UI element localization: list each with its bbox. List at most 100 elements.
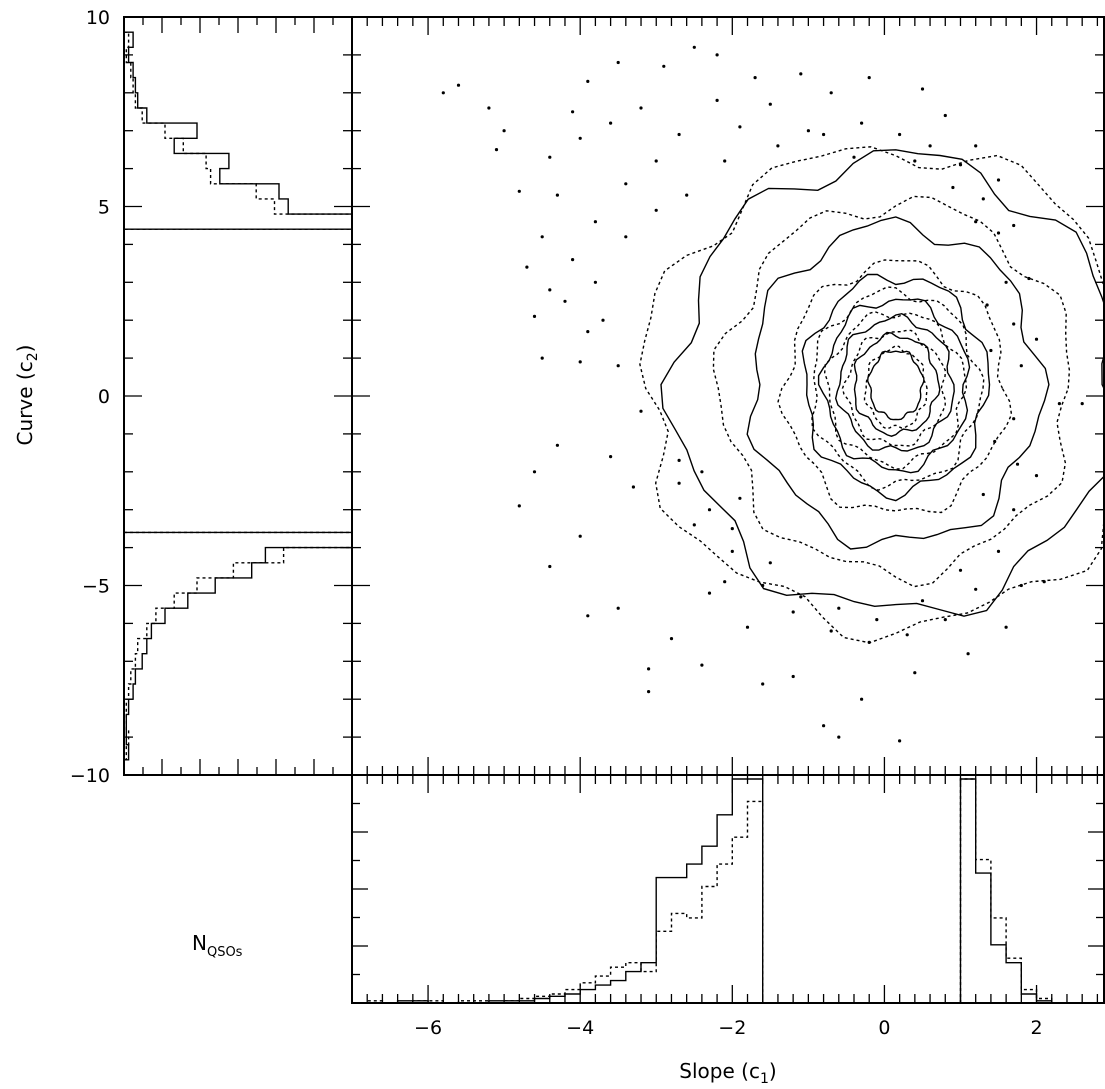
scatter-point bbox=[981, 197, 985, 201]
scatter-point bbox=[860, 121, 864, 125]
scatter-point bbox=[1012, 322, 1016, 326]
contour-dotted-6 bbox=[639, 146, 1105, 644]
x-tick-label: −6 bbox=[414, 1017, 442, 1039]
scatter-point bbox=[730, 549, 734, 554]
scatter-point bbox=[624, 182, 628, 186]
scatter-point bbox=[1012, 417, 1016, 421]
scatter-point bbox=[578, 534, 582, 538]
scatter-point bbox=[571, 110, 575, 114]
scatter-point bbox=[875, 618, 879, 622]
scatter-point bbox=[624, 235, 628, 239]
scatter-point bbox=[1004, 280, 1008, 284]
scatter-point bbox=[1019, 583, 1023, 588]
scatter-point bbox=[1080, 402, 1084, 406]
x-tick-label: 2 bbox=[1030, 1017, 1042, 1039]
scatter-point bbox=[974, 587, 978, 591]
x-tick-label: −2 bbox=[718, 1017, 746, 1039]
scatter-point bbox=[730, 527, 734, 531]
slope-histogram-solid bbox=[352, 778, 1053, 1004]
scatter-point bbox=[974, 220, 978, 224]
scatter-point bbox=[517, 189, 521, 193]
x-tick-label: 0 bbox=[878, 1017, 890, 1039]
scatter-point bbox=[867, 640, 871, 645]
scatter-point bbox=[563, 299, 567, 303]
scatter-point bbox=[1034, 337, 1039, 341]
scatter-point bbox=[799, 72, 803, 76]
scatter-point bbox=[593, 280, 598, 284]
curve-histogram-panel: 10 5 0 −5 −10 bbox=[70, 7, 353, 787]
scatter-point bbox=[578, 136, 582, 140]
scatter-point bbox=[822, 132, 826, 137]
scatter-point bbox=[616, 60, 620, 65]
scatter-point bbox=[989, 348, 993, 353]
axis-labels: Curve (c2) Slope (c1) NQSOs bbox=[13, 345, 777, 1087]
scatter-point bbox=[532, 470, 537, 474]
scatter-point bbox=[985, 303, 989, 307]
scatter-point bbox=[609, 121, 613, 125]
scatter-point bbox=[776, 144, 780, 148]
scatter-point bbox=[799, 595, 803, 599]
scatter-point bbox=[487, 106, 491, 110]
scatter-point bbox=[745, 625, 750, 629]
contour-dotted-4 bbox=[777, 259, 1013, 514]
scatter-point bbox=[1012, 508, 1016, 512]
scatter-point bbox=[540, 235, 544, 239]
contour-solid-6 bbox=[660, 149, 1105, 617]
scatter-point bbox=[1027, 276, 1031, 281]
scatter-point bbox=[715, 98, 719, 102]
scatter-point bbox=[829, 91, 833, 95]
slope-histogram-panel: −6 −4 −2 0 2 bbox=[351, 774, 1105, 1039]
contour-dotted-3 bbox=[811, 286, 985, 491]
left-frame bbox=[123, 16, 353, 776]
scatter-point bbox=[1034, 474, 1039, 478]
scatter-point bbox=[738, 496, 742, 500]
y-tick-label: 0 bbox=[98, 386, 110, 408]
scatter-point bbox=[700, 663, 704, 667]
scatter-point bbox=[700, 470, 704, 474]
scatter-point bbox=[768, 102, 772, 106]
scatter-point bbox=[852, 155, 856, 159]
scatter-point bbox=[860, 697, 864, 701]
scatter-point bbox=[943, 113, 947, 118]
scatter-point bbox=[525, 265, 529, 269]
scatter-point bbox=[647, 667, 651, 671]
scatter-point bbox=[502, 129, 506, 133]
slope-histogram-dotted bbox=[352, 778, 1053, 1004]
x-tick-label: −4 bbox=[566, 1017, 594, 1039]
scatter-point bbox=[913, 671, 917, 675]
scatter-point bbox=[548, 564, 552, 569]
scatter-point bbox=[639, 409, 643, 413]
scatter-point bbox=[692, 523, 696, 527]
scatter-point bbox=[631, 485, 636, 489]
scatter-point bbox=[943, 618, 947, 622]
scatter-point bbox=[707, 508, 712, 512]
curve-histogram-solid bbox=[123, 31, 353, 775]
y-tick-label: −5 bbox=[82, 576, 110, 598]
scatter-point bbox=[456, 83, 461, 87]
scatter-point bbox=[768, 561, 772, 565]
scatter-point bbox=[593, 220, 598, 224]
scatter-point bbox=[791, 610, 795, 614]
scatter-point bbox=[996, 231, 1001, 235]
scatter-point bbox=[677, 458, 681, 462]
scatter-point bbox=[867, 76, 871, 80]
scatter-point bbox=[1042, 580, 1046, 584]
scatter-point bbox=[555, 443, 560, 447]
scatter-point bbox=[669, 637, 674, 641]
contour-solid-3 bbox=[817, 298, 971, 474]
x-axis-label: Slope (c1) bbox=[679, 1059, 776, 1085]
scatter-point bbox=[441, 91, 445, 95]
scatter-point bbox=[920, 87, 925, 91]
scatter-point bbox=[647, 690, 651, 694]
scatter-point bbox=[822, 724, 826, 728]
scatter-point bbox=[723, 159, 727, 163]
scatter-point bbox=[958, 568, 963, 572]
scatter-point bbox=[951, 185, 955, 190]
scatter-point bbox=[517, 504, 521, 508]
scatter-point bbox=[913, 159, 917, 163]
scatter-point bbox=[494, 148, 499, 152]
scatter-point bbox=[639, 106, 643, 110]
scatter-point bbox=[981, 492, 985, 497]
scatter-point bbox=[654, 159, 658, 163]
scatter-point bbox=[966, 652, 970, 656]
